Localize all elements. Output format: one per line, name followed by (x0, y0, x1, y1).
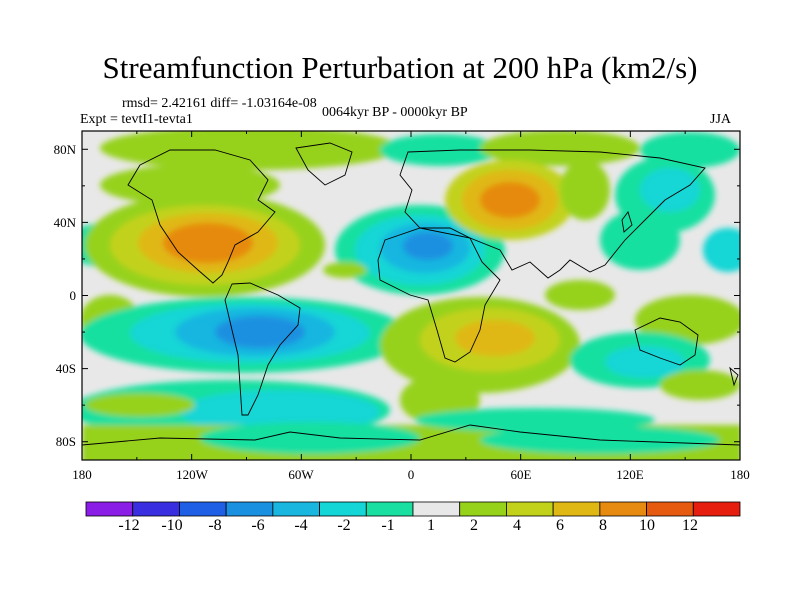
contour-region (100, 131, 400, 170)
lat-label: 40N (53, 215, 76, 230)
axis-ticks (81, 131, 741, 460)
contour-region (415, 408, 655, 432)
lon-label: 120W (176, 467, 208, 482)
colorbar-label: -4 (294, 517, 308, 534)
australia-coast (634, 317, 699, 366)
lon-label: 60E (510, 467, 532, 482)
contour-region (480, 182, 540, 218)
colorbar-swatch (646, 501, 694, 517)
lon-label: 180 (72, 467, 92, 482)
colorbar-swatch (132, 501, 180, 517)
contour-region (640, 168, 700, 212)
japan-coast (621, 211, 633, 233)
colorbar-label: -12 (118, 517, 140, 534)
africa-coast (377, 227, 501, 363)
contour-region (560, 160, 610, 220)
contour-region (600, 210, 680, 270)
colorbar-label: -10 (161, 517, 183, 534)
colorbar-swatch (506, 501, 554, 517)
contour-region (163, 223, 253, 263)
colorbar-label: 4 (513, 517, 521, 534)
lat-label: 80S (55, 434, 76, 449)
contour-region (605, 346, 685, 378)
south-america-coast (224, 282, 301, 416)
colorbar-label: 1 (427, 517, 435, 534)
lon-label: 180 (730, 467, 750, 482)
colorbar-swatch (179, 501, 227, 517)
colorbar-label: -2 (337, 517, 351, 534)
contour-region (480, 131, 640, 166)
colorbar-swatch (692, 501, 741, 517)
contour-region (635, 295, 740, 345)
colorbar-swatch (319, 501, 367, 517)
contour-region (85, 393, 195, 417)
north-america-coast (127, 149, 276, 284)
contour-region (660, 370, 740, 400)
colorbar-swatch (225, 501, 274, 517)
lat-label: 0 (69, 288, 77, 303)
contour-region (380, 134, 500, 166)
contour-region (545, 280, 615, 310)
colorbar-label: -6 (251, 517, 265, 534)
coastlines (82, 142, 740, 446)
colorbar-swatch (85, 501, 134, 517)
lon-label: 60W (288, 467, 314, 482)
colorbar-label: 2 (470, 517, 478, 534)
colorbar-swatch (272, 501, 320, 517)
season-label: JJA (710, 112, 732, 127)
colorbar-swatch (365, 501, 414, 517)
colorbar-swatch (599, 501, 647, 517)
contour-region (403, 232, 453, 260)
new-zealand-coast (729, 366, 739, 387)
colorbar-label: 8 (599, 517, 607, 534)
plot-title: Streamfunction Perturbation at 200 hPa (… (102, 50, 698, 85)
lat-label: 40S (55, 361, 76, 376)
antarctica-coast (82, 424, 740, 446)
colorbar (85, 501, 741, 517)
colorbar-label: 12 (682, 517, 698, 534)
contour-region (703, 228, 740, 272)
lon-label: 120E (616, 467, 644, 482)
colorbar-label: -1 (381, 517, 395, 534)
contour-region (215, 316, 305, 348)
colorbar-label: 6 (556, 517, 564, 534)
colorbar-swatch (412, 501, 461, 517)
colorbar-label: -8 (208, 517, 222, 534)
colorbar-swatch (459, 501, 507, 517)
contour-region (323, 262, 367, 278)
lat-label: 80N (53, 142, 76, 157)
lon-label: 0 (407, 467, 415, 482)
greenland-coast (295, 142, 353, 186)
contour-region (455, 320, 535, 356)
stats-text: rmsd= 2.42161 diff= -1.03164e-08 (122, 96, 317, 111)
contour-region (200, 422, 420, 454)
colorbar-swatch (552, 501, 601, 517)
period-text: 0064kyr BP - 0000kyr BP (322, 105, 468, 120)
colorbar-label: 10 (639, 517, 655, 534)
contour-field (82, 131, 740, 460)
experiment-text: Expt = tevtI1-tevta1 (80, 112, 193, 127)
